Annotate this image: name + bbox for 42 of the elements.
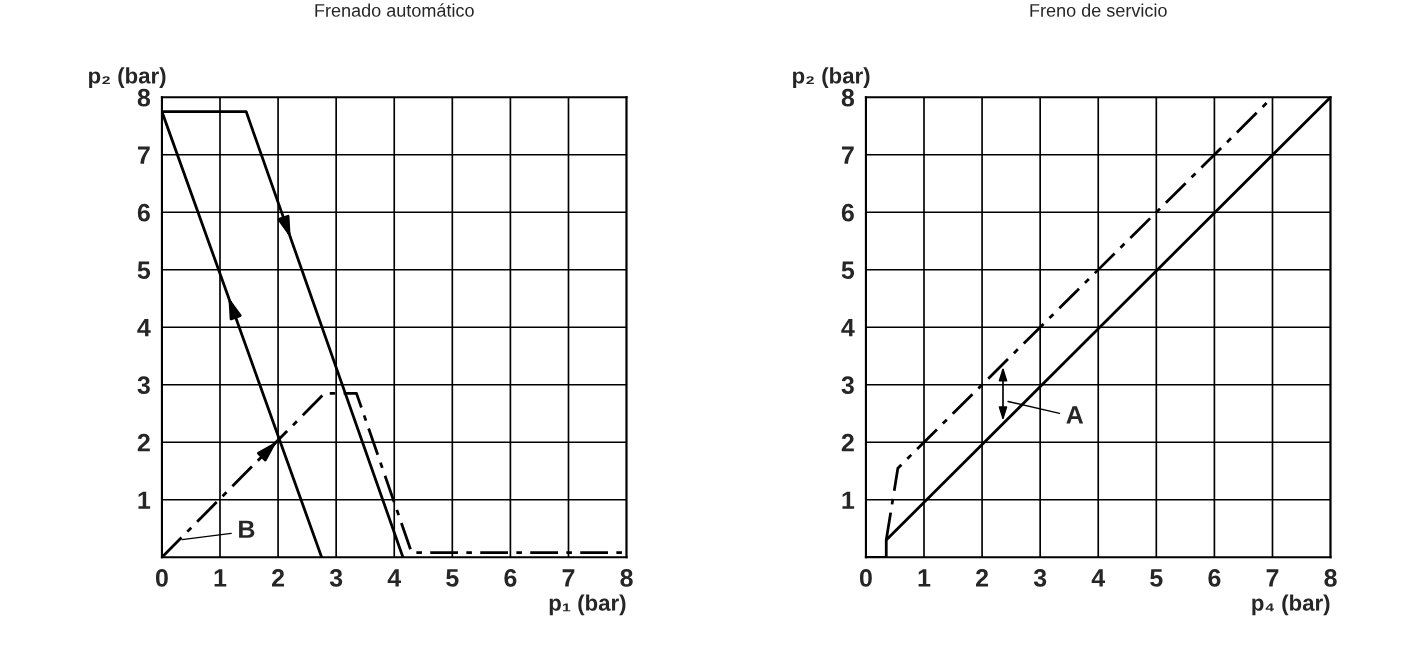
x-tick-label: 8 bbox=[1324, 569, 1337, 587]
x-tick-label: 4 bbox=[387, 569, 402, 587]
y-tick-label: 7 bbox=[137, 146, 150, 164]
x-tick-label: 0 bbox=[155, 569, 168, 587]
y-axis-title: p₂ (bar) bbox=[89, 67, 166, 88]
y-tick-label: 5 bbox=[841, 261, 855, 280]
x-tick-label: 2 bbox=[272, 569, 285, 587]
x-tick-label: 5 bbox=[446, 569, 459, 587]
chart-title: Frenado automático bbox=[315, 3, 474, 17]
x-tick-label: 3 bbox=[329, 569, 343, 587]
y-tick-label: 2 bbox=[137, 433, 150, 452]
x-axis-title: p₄ (bar) bbox=[1252, 594, 1330, 616]
x-tick-label: 2 bbox=[976, 569, 989, 587]
chart-title: Freno de servicio bbox=[1030, 3, 1167, 17]
y-tick-label: 6 bbox=[137, 203, 150, 222]
x-axis-title: p₁ (bar) bbox=[549, 594, 626, 616]
x-tick-label: 6 bbox=[504, 569, 517, 587]
y-tick-label: 8 bbox=[137, 88, 151, 107]
y-tick-label: 1 bbox=[842, 491, 855, 509]
x-tick-label: 1 bbox=[214, 569, 227, 587]
y-axis-title: p₂ (bar) bbox=[793, 67, 870, 88]
x-tick-label: 4 bbox=[1091, 569, 1106, 587]
y-tick-label: 2 bbox=[841, 433, 854, 452]
y-tick-label: 1 bbox=[138, 491, 151, 509]
y-tick-label: 6 bbox=[841, 203, 854, 222]
x-tick-label: 5 bbox=[1150, 569, 1163, 587]
y-tick-label: 8 bbox=[841, 88, 855, 107]
x-tick-label: 3 bbox=[1033, 569, 1047, 587]
y-tick-label: 3 bbox=[841, 376, 854, 395]
x-tick-label: 8 bbox=[620, 569, 633, 587]
x-tick-label: 1 bbox=[918, 569, 931, 587]
y-tick-label: 7 bbox=[841, 146, 854, 164]
y-tick-label: 5 bbox=[137, 261, 151, 280]
x-tick-label: 7 bbox=[562, 569, 575, 587]
annotation: A bbox=[1066, 406, 1084, 424]
x-tick-label: 0 bbox=[859, 569, 872, 587]
annotation: B bbox=[239, 520, 255, 538]
y-tick-label: 3 bbox=[137, 376, 150, 395]
x-tick-label: 6 bbox=[1208, 569, 1221, 587]
x-tick-label: 7 bbox=[1266, 569, 1279, 587]
y-tick-label: 4 bbox=[137, 319, 151, 337]
y-tick-label: 4 bbox=[841, 319, 855, 337]
